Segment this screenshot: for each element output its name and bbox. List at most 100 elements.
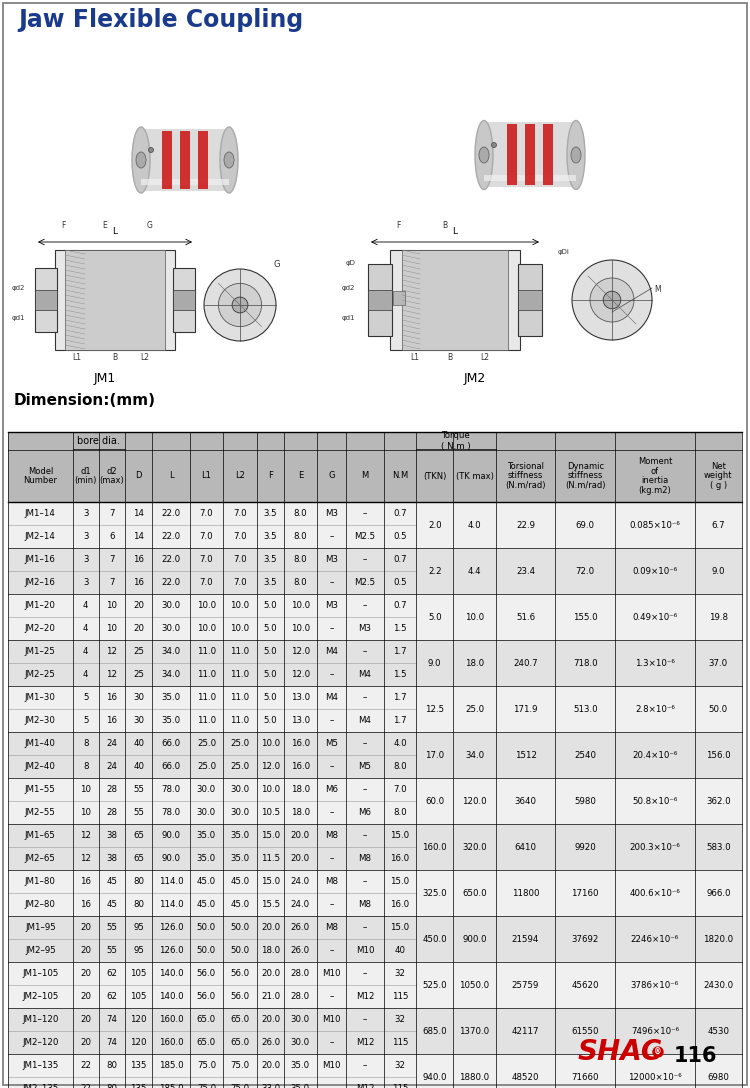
Text: 11.0: 11.0 (230, 693, 250, 702)
Text: 10.5: 10.5 (261, 808, 280, 817)
Text: 38: 38 (106, 854, 118, 863)
Text: F: F (268, 471, 273, 481)
Text: B: B (442, 221, 448, 230)
Text: N.M: N.M (392, 471, 408, 481)
Bar (173, 268, 195, 332)
Text: 7: 7 (110, 555, 115, 564)
Text: 1.7: 1.7 (393, 716, 406, 725)
Text: 21.0: 21.0 (261, 992, 280, 1001)
Text: 126.0: 126.0 (159, 923, 183, 932)
Text: 9920: 9920 (574, 842, 596, 852)
Text: 3640: 3640 (514, 796, 536, 805)
Text: 4: 4 (83, 601, 88, 610)
Text: 20.0: 20.0 (261, 923, 280, 932)
Text: Moment
of
inertia
(kg.m2): Moment of inertia (kg.m2) (638, 457, 672, 495)
Text: 37692: 37692 (572, 935, 599, 943)
Text: M12: M12 (356, 1084, 374, 1088)
Text: 35.0: 35.0 (291, 1084, 310, 1088)
Text: 525.0: 525.0 (422, 980, 447, 989)
Text: 62: 62 (106, 992, 118, 1001)
Text: 940.0: 940.0 (422, 1073, 447, 1081)
Text: 75.0: 75.0 (230, 1084, 250, 1088)
Text: 20: 20 (80, 945, 92, 955)
Text: –: – (363, 509, 368, 518)
Text: 75.0: 75.0 (196, 1061, 216, 1070)
Text: 50.8×10⁻⁶: 50.8×10⁻⁶ (632, 796, 677, 805)
Text: JM1–135: JM1–135 (22, 1061, 58, 1070)
Bar (65, 250, 165, 350)
Text: 12000×10⁻⁶: 12000×10⁻⁶ (628, 1073, 682, 1081)
Text: 15.0: 15.0 (390, 831, 410, 840)
Text: 185.0: 185.0 (159, 1084, 183, 1088)
Bar (8, 778, 742, 824)
Text: 10.0: 10.0 (230, 625, 250, 633)
Text: 15.5: 15.5 (261, 900, 280, 908)
Text: 126.0: 126.0 (159, 945, 183, 955)
Text: 15.0: 15.0 (261, 831, 280, 840)
Text: 90.0: 90.0 (161, 831, 181, 840)
Text: 12.5: 12.5 (425, 705, 444, 714)
Text: M10: M10 (322, 1061, 340, 1070)
Text: 30.0: 30.0 (161, 625, 181, 633)
Text: 116: 116 (674, 1046, 718, 1066)
Text: 7.0: 7.0 (200, 532, 213, 541)
Text: G: G (147, 221, 153, 230)
Text: –: – (329, 625, 334, 633)
Text: φDi: φDi (558, 249, 570, 255)
Text: 16: 16 (106, 693, 118, 702)
Text: 65: 65 (134, 831, 144, 840)
Text: 4530: 4530 (707, 1026, 729, 1036)
Text: 35.0: 35.0 (230, 854, 250, 863)
Text: 5.0: 5.0 (264, 693, 278, 702)
Text: 1512: 1512 (514, 751, 536, 759)
Text: 62: 62 (106, 969, 118, 978)
Text: 10: 10 (106, 625, 118, 633)
Ellipse shape (475, 121, 493, 189)
Text: 25.0: 25.0 (196, 762, 216, 771)
Text: 50.0: 50.0 (230, 945, 250, 955)
Text: 1880.0: 1880.0 (460, 1073, 490, 1081)
Text: M4: M4 (358, 716, 371, 725)
Text: 2.0: 2.0 (428, 520, 442, 530)
Text: 3.5: 3.5 (264, 532, 278, 541)
Text: 21594: 21594 (512, 935, 539, 943)
Text: 20.0: 20.0 (261, 969, 280, 978)
Text: 120: 120 (130, 1038, 147, 1047)
Bar (525, 124, 535, 185)
Text: –: – (363, 969, 368, 978)
Text: 20.0: 20.0 (291, 854, 310, 863)
Text: 80: 80 (134, 877, 144, 886)
Text: –: – (329, 900, 334, 908)
Text: Model
Number: Model Number (23, 467, 57, 485)
Bar (518, 290, 542, 310)
Text: 3786×10⁻⁶: 3786×10⁻⁶ (631, 980, 679, 989)
Text: 72.0: 72.0 (576, 567, 595, 576)
Text: 22.0: 22.0 (161, 578, 181, 588)
Text: 45.0: 45.0 (196, 877, 216, 886)
Bar (35, 290, 57, 310)
Text: 66.0: 66.0 (161, 762, 181, 771)
Text: 56.0: 56.0 (196, 992, 216, 1001)
Text: 45: 45 (106, 900, 118, 908)
Text: 7.0: 7.0 (233, 509, 247, 518)
Text: 30: 30 (134, 716, 144, 725)
Text: F: F (61, 221, 65, 230)
Circle shape (603, 292, 621, 309)
Text: L1: L1 (202, 471, 211, 481)
Text: L: L (112, 227, 118, 236)
Text: 22.0: 22.0 (161, 532, 181, 541)
Text: 10: 10 (80, 786, 92, 794)
Text: G: G (274, 260, 280, 269)
Text: 35.0: 35.0 (161, 716, 181, 725)
Text: 0.09×10⁻⁶: 0.09×10⁻⁶ (632, 567, 677, 576)
Text: 9.0: 9.0 (428, 658, 442, 668)
Text: 160.0: 160.0 (159, 1015, 183, 1024)
Text: 0.49×10⁻⁶: 0.49×10⁻⁶ (632, 613, 677, 621)
Text: 65.0: 65.0 (196, 1015, 216, 1024)
Text: 12: 12 (106, 670, 118, 679)
Text: 18.0: 18.0 (291, 808, 310, 817)
Text: 10.0: 10.0 (291, 601, 310, 610)
Text: 45.0: 45.0 (196, 900, 216, 908)
Text: L1: L1 (73, 353, 82, 362)
Text: 11800: 11800 (512, 889, 539, 898)
